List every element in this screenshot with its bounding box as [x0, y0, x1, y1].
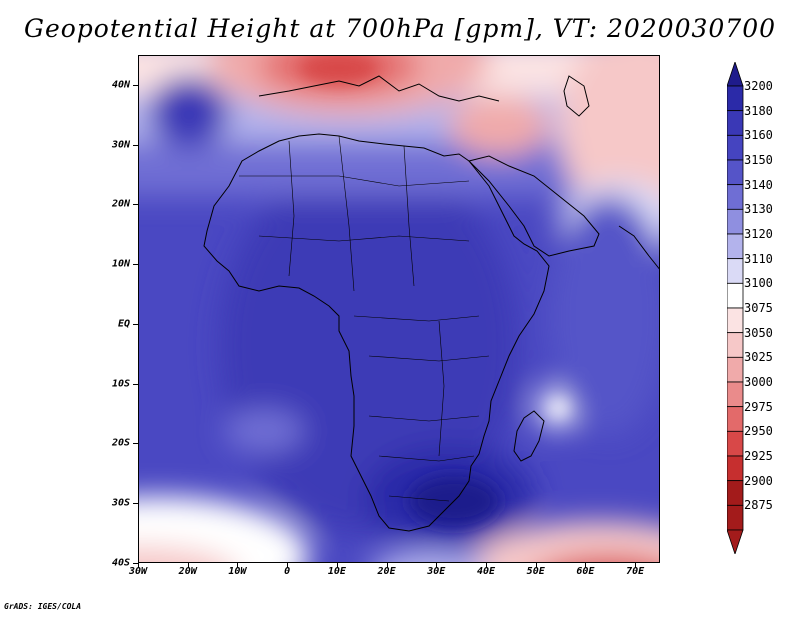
india-coastline: [618, 225, 659, 270]
colorbar-segment-3110: [727, 258, 744, 284]
europe-coastline: [258, 75, 500, 102]
lon-label-10w: 10W: [228, 566, 247, 577]
colorbar-label-3120: 3120: [744, 227, 773, 241]
colorbar-label-2875: 2875: [744, 498, 773, 513]
lon-tick: [486, 563, 487, 568]
lon-label-30e: 30E: [427, 566, 446, 577]
coastlines: [203, 75, 659, 532]
lon-tick: [535, 563, 537, 568]
colorbar-segment-3025: [727, 356, 744, 383]
colorbar-label-3130: 3130: [744, 202, 773, 217]
colorbar-segment-2900: [727, 480, 744, 506]
lat-tick: [133, 84, 138, 86]
chart-title: Geopotential Height at 700hPa [gpm], VT:…: [23, 14, 777, 43]
colorbar-top-arrow: [727, 62, 744, 87]
lat-label-20n: 20N: [111, 198, 130, 210]
colorbar-segment-3100: [727, 282, 744, 309]
colorbar-label-3110: 3110: [744, 251, 773, 266]
colorbar-segment-2925: [727, 455, 744, 482]
lat-tick: [133, 383, 138, 385]
colorbar-label-3150: 3150: [744, 153, 773, 167]
colorbar-segment-2975: [727, 406, 744, 432]
colorbar-label-3050: 3050: [744, 325, 773, 340]
lon-tick: [237, 563, 239, 568]
caspian-coastline: [563, 75, 590, 117]
colorbar-label-2975: 2975: [744, 399, 773, 414]
colorbar-label-2925: 2925: [744, 449, 773, 463]
colorbar-label-3140: 3140: [744, 177, 773, 192]
lat-tick: [133, 443, 138, 445]
lon-label-40e: 40E: [476, 566, 496, 577]
lon-tick: [336, 563, 338, 568]
colorbar-segment-3050: [727, 332, 744, 358]
lat-label-eq: EQ: [117, 318, 130, 330]
colorbar-segment-3130: [727, 208, 744, 235]
colorbar-segment-2950: [727, 430, 744, 457]
colorbar-label-3000: 3000: [744, 375, 773, 389]
madagascar-coastline: [513, 410, 545, 462]
lon-tick: [436, 563, 438, 568]
lon-tick: [138, 563, 139, 568]
lat-tick: [133, 144, 138, 146]
colorbar-label-2900: 2900: [744, 473, 773, 488]
lon-label-10e: 10E: [327, 566, 346, 577]
lat-label-30n: 30N: [111, 139, 130, 151]
lat-label-10s: 10S: [111, 378, 130, 390]
lon-tick: [386, 563, 388, 568]
lon-label-20w: 20W: [178, 566, 197, 577]
map-panel: [138, 55, 660, 563]
colorbar-segment-3150: [727, 159, 744, 186]
lon-label-70e: 70E: [626, 566, 645, 577]
lon-tick: [635, 563, 637, 568]
colorbar-segment-3160: [727, 134, 744, 161]
lat-label-40s: 40S: [111, 557, 130, 569]
colorbar-segment-3000: [727, 381, 744, 408]
colorbar-label-3200: 3200: [744, 79, 773, 93]
country-borders: [239, 135, 490, 502]
lon-label-30w: 30W: [128, 566, 148, 577]
colorbar-label-3075: 3075: [744, 301, 773, 315]
lat-label-20s: 20S: [111, 437, 130, 449]
colorbar-label-3100: 3100: [744, 276, 773, 291]
lat-tick: [133, 563, 138, 564]
height-field-map: [139, 56, 659, 562]
colorbar-segment-3200: [727, 85, 744, 112]
lat-tick: [133, 323, 138, 325]
colorbar-label-3180: 3180: [744, 103, 773, 118]
colorbar-segment-3180: [727, 110, 744, 136]
lon-label-0: 0: [284, 566, 291, 577]
lat-label-10n: 10N: [111, 258, 130, 270]
lon-tick: [287, 563, 289, 568]
field-shading: [139, 56, 659, 562]
colorbar-segment-3120: [727, 233, 744, 260]
colorbar-label-3025: 3025: [744, 350, 773, 365]
lon-label-20e: 20E: [377, 566, 396, 577]
lat-tick: [133, 264, 138, 266]
credit-text: GrADS: IGES/COLA: [4, 602, 82, 611]
lon-label-60e: 60E: [576, 566, 595, 577]
lon-label-50e: 50E: [526, 566, 545, 577]
colorbar-segment-3075: [727, 307, 744, 334]
arabia-coastline: [468, 155, 600, 257]
lat-label-30s: 30S: [111, 497, 130, 509]
colorbar-segment-2875: [727, 504, 744, 531]
lat-tick: [133, 503, 138, 505]
colorbar-bottom-arrow: [727, 529, 744, 554]
lon-tick: [187, 563, 189, 568]
colorbar-segment-3140: [727, 184, 744, 210]
colorbar: [727, 62, 744, 554]
lat-label-40n: 40N: [111, 79, 130, 91]
lat-tick: [133, 204, 138, 206]
lon-tick: [585, 563, 587, 568]
colorbar-label-3160: 3160: [744, 128, 773, 143]
colorbar-label-2950: 2950: [744, 424, 773, 439]
africa-coastline: [203, 133, 550, 532]
